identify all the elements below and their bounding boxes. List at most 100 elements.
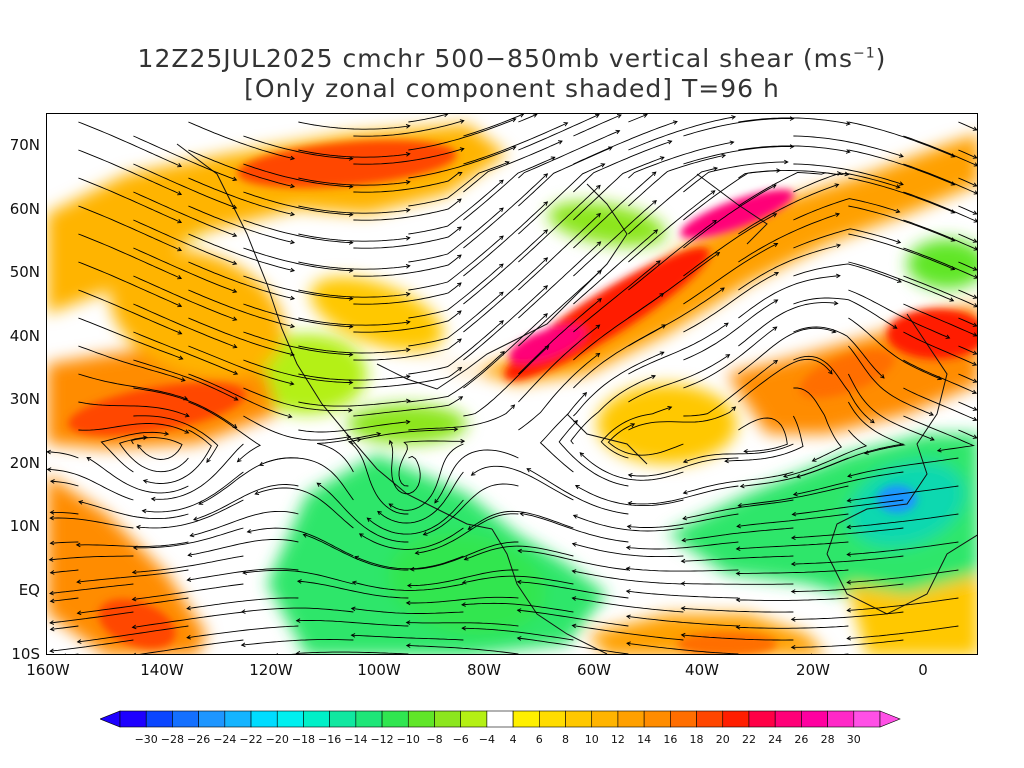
streamline [407, 569, 519, 587]
streamline [410, 541, 519, 570]
streamline-arrow [720, 287, 725, 292]
streamline-arrow [563, 122, 569, 127]
streamline-arrow [845, 121, 851, 126]
streamline-arrow [724, 458, 729, 464]
streamline-arrow [180, 377, 186, 382]
streamline-arrow [543, 257, 549, 262]
streamline [406, 622, 519, 627]
streamline [518, 353, 600, 431]
streamline-arrow [348, 324, 354, 329]
streamline [241, 639, 354, 646]
streamline [847, 541, 959, 556]
streamline [78, 205, 182, 251]
streamline [471, 465, 574, 501]
colorbar-swatch [591, 710, 619, 728]
streamline-arrow [743, 449, 748, 454]
colorbar-tick-label: 12 [610, 733, 625, 746]
coastline [491, 528, 608, 654]
streamline [463, 114, 524, 137]
streamline-arrow [232, 316, 238, 321]
streamline-arrow [461, 579, 467, 585]
streamline [188, 261, 295, 300]
streamline [243, 387, 352, 412]
streamline-arrow [177, 219, 183, 224]
streamline-arrow [681, 537, 687, 543]
streamline-arrow [405, 643, 411, 648]
streamline-arrow [729, 140, 735, 145]
streamline [903, 275, 977, 307]
colorbar-swatch [434, 710, 461, 728]
streamline [464, 545, 574, 561]
streamline-arrow [836, 243, 842, 249]
streamline-arrow [500, 350, 505, 356]
streamline [77, 625, 189, 643]
streamline [291, 653, 299, 654]
streamline [558, 420, 629, 487]
streamline [359, 527, 464, 550]
streamline [626, 567, 739, 572]
streamline-arrow [142, 435, 148, 440]
streamline-arrow [783, 159, 789, 165]
streamline [738, 172, 842, 207]
streamline-arrow [290, 267, 296, 273]
streamline [628, 141, 734, 179]
streamline [408, 404, 515, 431]
streamline [78, 373, 188, 400]
streamline [354, 555, 464, 570]
streamline [298, 289, 410, 298]
streamline [517, 581, 629, 599]
colorbar-swatch [355, 710, 383, 728]
streamline [736, 625, 849, 629]
streamline [848, 121, 955, 158]
streamline [958, 261, 977, 271]
streamline [408, 114, 448, 123]
streamline-arrow [193, 516, 198, 521]
streamline-arrow [351, 580, 357, 586]
streamline-arrow [49, 620, 55, 625]
streamline-arrow [276, 653, 279, 654]
streamline-arrow [49, 510, 55, 515]
streamline-arrow [895, 208, 901, 214]
streamline-arrow [791, 511, 797, 517]
streamline-arrow [290, 155, 296, 161]
streamline-arrow [792, 491, 798, 497]
lon-tick-label: 160W [26, 661, 70, 679]
streamline [463, 201, 548, 277]
streamline-arrow [950, 181, 956, 186]
streamline [903, 219, 977, 251]
streamline [738, 417, 788, 452]
streamline-arrow [348, 184, 354, 189]
streamline [255, 487, 354, 529]
streamline [136, 499, 244, 529]
streamline [188, 538, 299, 556]
lat-tick-label: 30N [9, 390, 40, 408]
streamline [903, 191, 977, 223]
streamline-arrow [526, 468, 532, 473]
streamline [847, 597, 959, 611]
streamline [133, 247, 237, 293]
streamline-arrow [936, 447, 942, 453]
streamline [188, 401, 262, 463]
streamline [188, 205, 295, 244]
streamline [573, 229, 658, 305]
streamline-arrow [731, 406, 737, 411]
streamline [903, 247, 977, 279]
streamline [78, 289, 182, 335]
streamline [190, 510, 299, 537]
colorbar-swatch [224, 710, 252, 728]
streamline [958, 121, 977, 131]
streamline-arrow [680, 558, 686, 564]
streamline-arrow [557, 140, 563, 145]
streamline [462, 627, 574, 641]
streamline-arrow [731, 115, 737, 120]
colorbar-swatch [119, 710, 147, 728]
streamline-arrow [232, 176, 238, 181]
streamline [76, 541, 189, 547]
streamline [681, 607, 794, 613]
streamline [903, 331, 977, 366]
streamline-arrow [571, 542, 577, 547]
streamline-arrow [460, 438, 466, 444]
streamline [903, 135, 977, 167]
streamline [903, 303, 977, 337]
easterly-shear-region [387, 532, 547, 636]
